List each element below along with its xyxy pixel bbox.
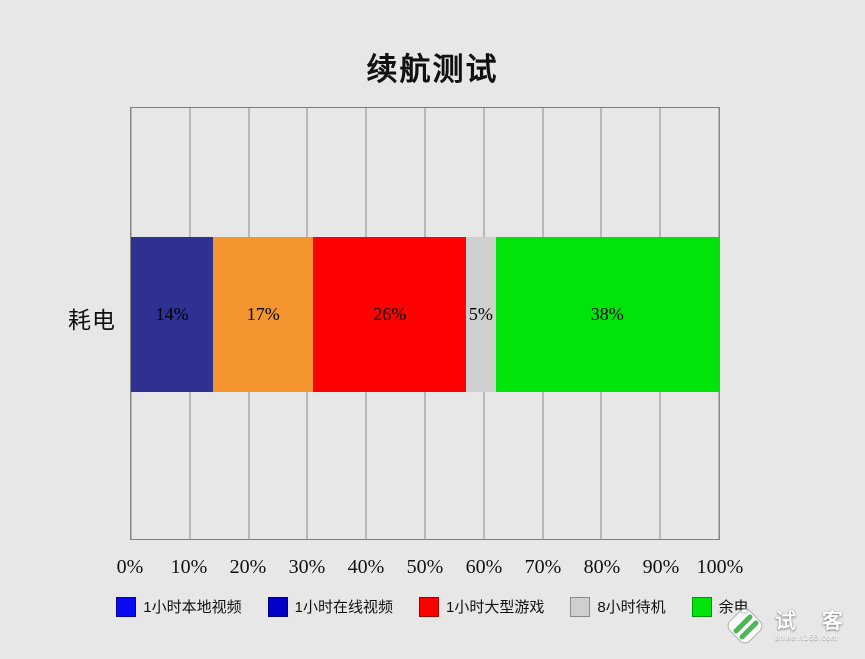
plot-area: 14% 17% 26% 5% 38% — [130, 107, 720, 540]
x-tick-label: 60% — [465, 556, 503, 578]
y-axis-label: 耗电 — [68, 307, 116, 333]
legend-item-3: 8小时待机 — [570, 596, 666, 617]
x-tick-label: 20% — [229, 556, 267, 578]
x-tick-label: 30% — [288, 556, 326, 578]
x-tick-label: 90% — [642, 556, 680, 578]
x-axis-ticks: 0% 10% 20% 30% 40% 50% 60% 70% 80% 90% 100% — [117, 556, 744, 582]
x-tick-label: 70% — [524, 556, 562, 578]
legend: 1小时本地视频 1小时在线视频 1小时大型游戏 8小时待机 余电 — [0, 596, 865, 617]
stacked-bar: 14% 17% 26% 5% 38% — [131, 237, 719, 392]
segment-value-label: 26% — [373, 304, 407, 324]
x-tick-label: 10% — [170, 556, 208, 578]
x-tick-label: 100% — [696, 556, 744, 578]
legend-item-2: 1小时大型游戏 — [418, 596, 545, 617]
legend-item-0: 1小时本地视频 — [116, 596, 242, 617]
segment-value-label: 14% — [155, 304, 189, 324]
segment-value-label: 17% — [246, 304, 280, 324]
bar-segment-2: 26% — [313, 237, 467, 392]
legend-label: 1小时本地视频 — [143, 599, 242, 616]
x-tick-label: 80% — [583, 556, 621, 578]
bar-segment-0: 14% — [131, 237, 214, 392]
bar-segment-1: 17% — [213, 237, 314, 392]
segment-value-label: 38% — [590, 304, 624, 324]
gridline — [718, 108, 720, 539]
x-tick-label: 0% — [116, 556, 144, 578]
legend-swatch-icon — [570, 596, 591, 617]
legend-swatch-icon — [116, 596, 137, 617]
legend-swatch-icon — [267, 596, 288, 617]
legend-item-1: 1小时在线视频 — [267, 596, 393, 617]
legend-swatch-icon — [691, 596, 712, 617]
legend-item-4: 余电 — [691, 596, 749, 617]
segment-value-label: 5% — [468, 304, 493, 324]
chart-title: 续航测试 — [366, 52, 499, 87]
x-tick-label: 40% — [347, 556, 385, 578]
legend-label: 1小时大型游戏 — [445, 599, 545, 616]
bar-segment-3: 5% — [466, 237, 496, 392]
legend-swatch-icon — [418, 596, 439, 617]
watermark-url: shike.it168.com — [775, 633, 839, 643]
legend-label: 1小时在线视频 — [294, 599, 393, 616]
bar-segment-4: 38% — [495, 237, 719, 392]
legend-label: 余电 — [718, 599, 749, 616]
x-tick-label: 50% — [406, 556, 444, 578]
legend-label: 8小时待机 — [597, 599, 666, 616]
